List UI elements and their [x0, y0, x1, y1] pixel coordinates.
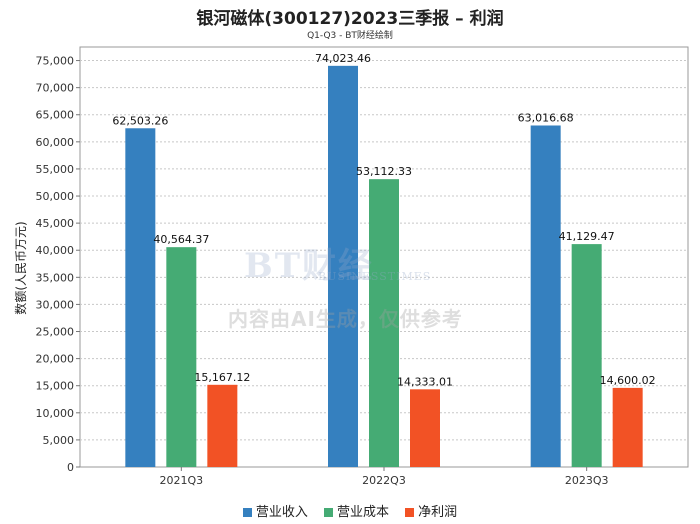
y-axis-label: 数额(人民币万元) — [13, 221, 28, 314]
bar[interactable] — [369, 179, 399, 467]
y-tick-label: 65,000 — [36, 109, 75, 122]
y-tick-label: 5,000 — [43, 434, 75, 447]
data-labels: 62,503.26 40,564.37 15,167.12 74,023.46 53,1… — [112, 52, 655, 388]
y-axis-ticks: 0 5,000 10,000 15,000 20,000 25,000 30,000 35,0… — [36, 55, 80, 474]
bar[interactable] — [410, 389, 440, 467]
x-axis-ticks: 2021Q3 2022Q3 2023Q3 — [160, 467, 609, 487]
data-label: 15,167.12 — [194, 371, 250, 384]
y-tick-label: 50,000 — [36, 190, 75, 203]
y-tick-label: 25,000 — [36, 326, 75, 339]
legend: 营业收入 营业成本 净利润 — [0, 501, 700, 520]
y-tick-label: 45,000 — [36, 217, 75, 230]
legend-swatch — [405, 508, 415, 517]
legend-label: 净利润 — [418, 505, 458, 520]
x-tick-label: 2023Q3 — [565, 474, 609, 487]
y-tick-label: 70,000 — [36, 82, 75, 95]
y-tick-label: 30,000 — [36, 298, 75, 311]
data-label: 63,016.68 — [518, 111, 574, 124]
legend-item-cost[interactable]: 营业成本 — [323, 501, 389, 520]
bars — [125, 65, 643, 468]
y-tick-label: 20,000 — [36, 353, 75, 366]
bar[interactable] — [207, 384, 238, 467]
data-label: 62,503.26 — [112, 114, 168, 127]
chart-title: 银河磁体(300127)2023三季报 – 利润 — [196, 9, 504, 29]
y-tick-label: 0 — [67, 461, 74, 474]
x-tick-label: 2021Q3 — [160, 474, 204, 487]
legend-swatch — [242, 508, 252, 517]
bar[interactable] — [125, 128, 156, 468]
y-tick-label: 35,000 — [36, 271, 75, 284]
legend-item-revenue[interactable]: 营业收入 — [242, 501, 308, 520]
bar-chart: 0 5,000 10,000 15,000 20,000 25,000 30,000 35,0… — [13, 46, 689, 487]
data-label: 40,564.37 — [153, 233, 209, 246]
bar[interactable] — [328, 65, 358, 467]
y-tick-label: 10,000 — [36, 407, 75, 420]
data-label: 14,333.01 — [397, 375, 453, 388]
data-label: 14,600.02 — [600, 374, 656, 387]
data-label: 41,129.47 — [559, 230, 615, 243]
y-tick-label: 55,000 — [36, 163, 75, 176]
x-tick-label: 2022Q3 — [362, 474, 406, 487]
y-tick-label: 60,000 — [36, 136, 75, 149]
bar[interactable] — [530, 125, 561, 468]
bar[interactable] — [571, 244, 602, 467]
legend-label: 营业成本 — [336, 505, 389, 520]
bar[interactable] — [166, 247, 197, 467]
data-label: 53,112.33 — [356, 165, 412, 178]
legend-swatch — [323, 508, 333, 517]
y-tick-label: 15,000 — [36, 380, 75, 393]
legend-label: 营业收入 — [255, 505, 308, 520]
legend-item-net-profit[interactable]: 净利润 — [405, 501, 457, 520]
bar[interactable] — [612, 387, 643, 467]
y-tick-label: 40,000 — [36, 244, 75, 257]
chart-subtitle: Q1-Q3 - BT财经绘制 — [307, 31, 393, 41]
y-tick-label: 75,000 — [36, 55, 75, 68]
data-label: 74,023.46 — [315, 52, 371, 65]
